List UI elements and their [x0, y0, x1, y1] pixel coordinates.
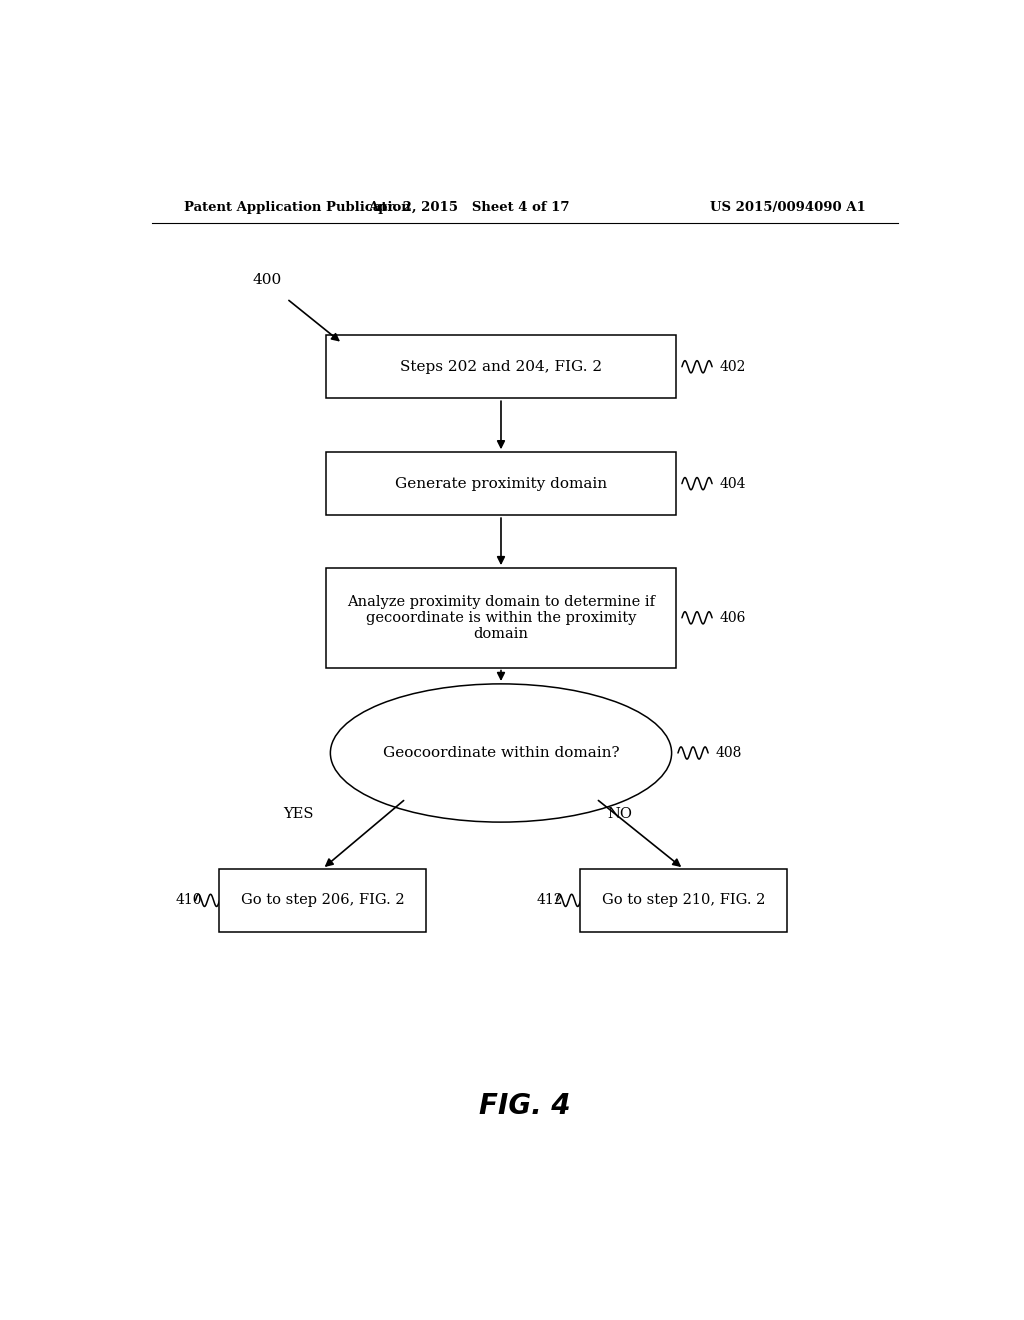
Text: Generate proximity domain: Generate proximity domain [395, 477, 607, 491]
Text: NO: NO [607, 807, 633, 821]
Text: 406: 406 [720, 611, 746, 624]
Text: US 2015/0094090 A1: US 2015/0094090 A1 [711, 201, 866, 214]
Text: 404: 404 [720, 477, 746, 491]
FancyBboxPatch shape [219, 869, 426, 932]
Text: Patent Application Publication: Patent Application Publication [183, 201, 411, 214]
Text: 410: 410 [176, 894, 202, 907]
Text: 412: 412 [537, 894, 563, 907]
Text: Go to step 206, FIG. 2: Go to step 206, FIG. 2 [241, 894, 404, 907]
Text: Apr. 2, 2015   Sheet 4 of 17: Apr. 2, 2015 Sheet 4 of 17 [369, 201, 570, 214]
Text: Go to step 210, FIG. 2: Go to step 210, FIG. 2 [602, 894, 765, 907]
Text: 408: 408 [716, 746, 742, 760]
Text: 402: 402 [720, 360, 746, 374]
Text: 400: 400 [252, 273, 282, 288]
Text: FIG. 4: FIG. 4 [479, 1092, 570, 1119]
Text: Steps 202 and 204, FIG. 2: Steps 202 and 204, FIG. 2 [400, 360, 602, 374]
Text: YES: YES [284, 807, 314, 821]
FancyBboxPatch shape [327, 568, 676, 668]
Text: Analyze proximity domain to determine if
gecoordinate is within the proximity
do: Analyze proximity domain to determine if… [347, 594, 655, 642]
Text: Geocoordinate within domain?: Geocoordinate within domain? [383, 746, 620, 760]
FancyBboxPatch shape [327, 453, 676, 515]
FancyBboxPatch shape [327, 335, 676, 399]
Ellipse shape [331, 684, 672, 822]
FancyBboxPatch shape [581, 869, 786, 932]
